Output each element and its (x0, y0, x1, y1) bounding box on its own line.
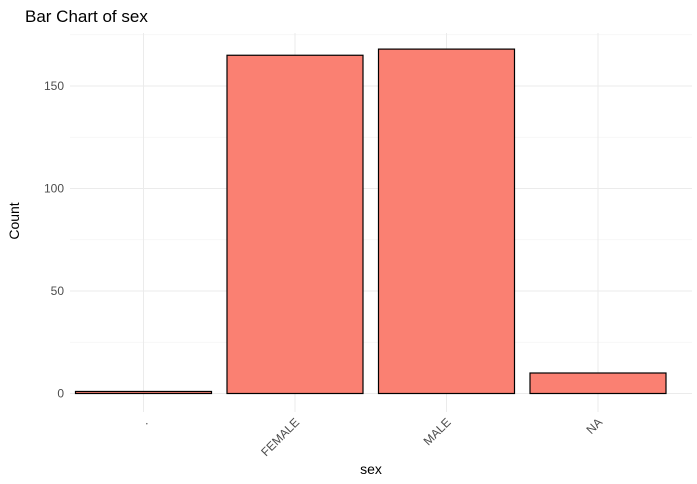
y-tick-label: 0 (57, 387, 64, 401)
y-tick-label: 100 (44, 182, 64, 196)
x-tick-label: . (138, 415, 150, 427)
y-tick-label: 150 (44, 79, 64, 93)
chart-title: Bar Chart of sex (25, 7, 148, 26)
bar- (74, 390, 213, 395)
bar-female (226, 54, 364, 395)
x-tick-label: NA (583, 415, 605, 437)
y-tick-label: 50 (51, 284, 65, 298)
x-axis-ticks: . FEMALE MALE NA (138, 415, 605, 459)
x-axis-title: sex (360, 461, 382, 477)
bar-male (377, 48, 516, 395)
x-tick-label: FEMALE (258, 415, 302, 459)
bar-na (529, 372, 667, 395)
y-axis-title: Count (6, 202, 22, 239)
x-tick-label: MALE (421, 415, 454, 448)
bars (74, 48, 667, 395)
y-axis-ticks: 0 50 100 150 (44, 79, 64, 401)
